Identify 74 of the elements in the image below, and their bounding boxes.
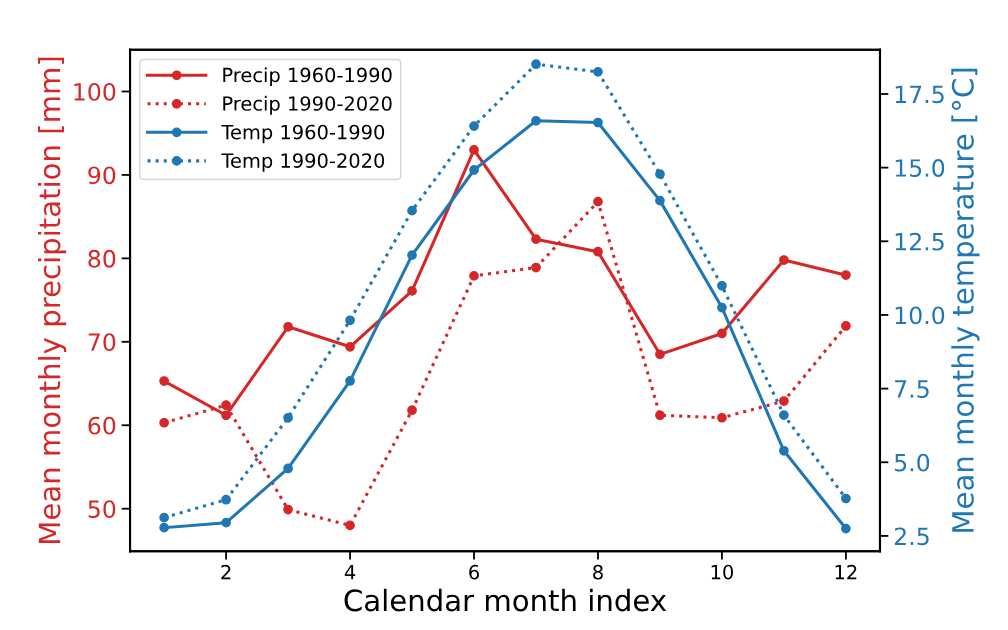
point	[159, 512, 169, 523]
point	[779, 445, 789, 456]
point	[841, 270, 851, 280]
point	[407, 205, 417, 216]
point	[469, 121, 479, 131]
point	[159, 376, 169, 386]
point	[841, 493, 851, 504]
y-tick-label: 100	[74, 82, 116, 101]
point	[407, 286, 417, 296]
point	[345, 376, 355, 386]
y2-tick-label: 12.5	[895, 232, 944, 251]
point	[469, 145, 479, 155]
point	[717, 280, 727, 291]
point	[841, 321, 851, 331]
point	[717, 412, 727, 423]
x-tick-label: 4	[344, 565, 356, 580]
legend-label: Temp 1960-1990	[221, 124, 385, 144]
y-tick-label: 60	[88, 416, 116, 435]
point	[593, 117, 603, 128]
point	[221, 410, 231, 421]
x-tick-label: 6	[469, 564, 479, 580]
y2-tick-label: 17.5	[895, 85, 944, 104]
y-tick-label: 80	[88, 249, 116, 268]
point	[345, 520, 355, 531]
point	[531, 262, 541, 273]
point	[531, 115, 541, 126]
point	[593, 246, 603, 257]
y2-axis-title: Mean monthly temperature [°C]	[951, 68, 980, 532]
x-tick-label: 12	[835, 564, 857, 580]
legend-label: Temp 1990-2020	[221, 153, 385, 172]
y2-tick-label: 2.5	[894, 527, 929, 546]
point	[407, 250, 417, 260]
point	[345, 341, 355, 352]
y2-tick-label: 7.5	[895, 380, 929, 398]
point	[655, 410, 665, 421]
point	[717, 328, 727, 339]
point	[407, 405, 417, 416]
y-tick-label: 50	[88, 500, 116, 518]
point	[593, 196, 603, 207]
y-axis-title: Mean monthly precipitation [mm]	[37, 57, 67, 543]
point	[655, 169, 665, 179]
legend-label: Precip 1960-1990	[223, 67, 392, 87]
point	[469, 165, 479, 175]
point	[779, 396, 789, 406]
point	[283, 504, 293, 515]
y2-tick-label: 10.0	[895, 306, 945, 325]
point	[717, 302, 727, 313]
point	[221, 494, 231, 505]
y-tick-label: 70	[88, 333, 116, 352]
point	[531, 234, 541, 245]
point	[779, 410, 789, 420]
point	[159, 522, 169, 533]
point	[469, 271, 479, 281]
point	[593, 67, 603, 77]
point	[221, 517, 231, 528]
x-tick-label: 8	[593, 564, 603, 580]
x-tick-label: 10	[711, 564, 734, 580]
x-axis-title: Calendar month index	[344, 588, 667, 612]
point	[841, 523, 851, 534]
y2-tick-label: 5.0	[895, 453, 930, 472]
point	[655, 195, 665, 206]
point	[655, 349, 665, 360]
x-tick-label: 2	[221, 564, 231, 580]
point	[779, 255, 789, 265]
point	[283, 412, 293, 423]
point	[531, 59, 541, 70]
legend-label: Precip 1990-2020	[223, 95, 392, 115]
y2-tick-label: 15.0	[895, 159, 945, 177]
point	[283, 463, 293, 474]
point	[159, 417, 169, 428]
point	[345, 315, 355, 326]
point	[283, 321, 293, 332]
y-tick-label: 90	[88, 166, 116, 185]
point	[221, 400, 231, 411]
